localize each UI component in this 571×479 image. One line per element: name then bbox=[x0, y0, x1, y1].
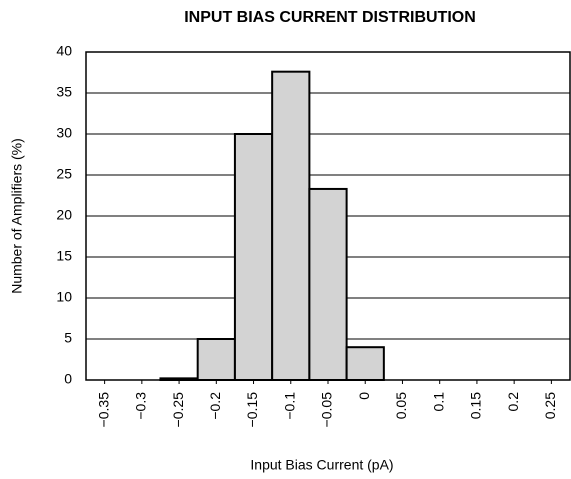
bar bbox=[308, 187, 348, 381]
y-tick-label: 20 bbox=[56, 207, 72, 223]
bar bbox=[196, 338, 236, 381]
x-axis-label: Input Bias Current (pA) bbox=[250, 457, 393, 473]
y-tick-label: 0 bbox=[64, 371, 72, 387]
y-tick-label: 40 bbox=[56, 43, 72, 59]
y-tick-label: 15 bbox=[56, 248, 72, 264]
x-tick-label: 0.05 bbox=[393, 392, 409, 419]
bar bbox=[233, 133, 274, 381]
x-tick-label: −0.15 bbox=[244, 392, 260, 428]
y-axis-label: Number of Amplifiers (%) bbox=[9, 138, 25, 294]
chart-title: INPUT BIAS CURRENT DISTRIBUTION bbox=[184, 9, 476, 26]
x-tick-label: −0.35 bbox=[95, 392, 111, 428]
x-tick-label: 0.15 bbox=[468, 392, 484, 419]
y-tick-label: 30 bbox=[56, 125, 72, 141]
y-tick-label: 10 bbox=[56, 289, 72, 305]
x-tick-label: −0.3 bbox=[133, 392, 149, 420]
x-tick-label: 0.25 bbox=[542, 392, 558, 419]
x-tick-label: −0.05 bbox=[319, 392, 335, 428]
bar bbox=[345, 346, 385, 382]
x-tick-label: −0.25 bbox=[170, 392, 186, 428]
y-tick-label: 35 bbox=[56, 84, 72, 100]
x-tick-label: 0.2 bbox=[505, 392, 521, 412]
plot-frame bbox=[85, 51, 571, 381]
x-tick-label: −0.1 bbox=[281, 392, 297, 420]
bar bbox=[271, 70, 311, 382]
x-tick-label: 0 bbox=[356, 392, 372, 400]
y-tick-label: 25 bbox=[56, 166, 72, 182]
x-tick-label: 0.1 bbox=[430, 392, 446, 412]
x-tick-label: −0.2 bbox=[207, 392, 223, 420]
y-tick-label: 5 bbox=[64, 330, 72, 346]
